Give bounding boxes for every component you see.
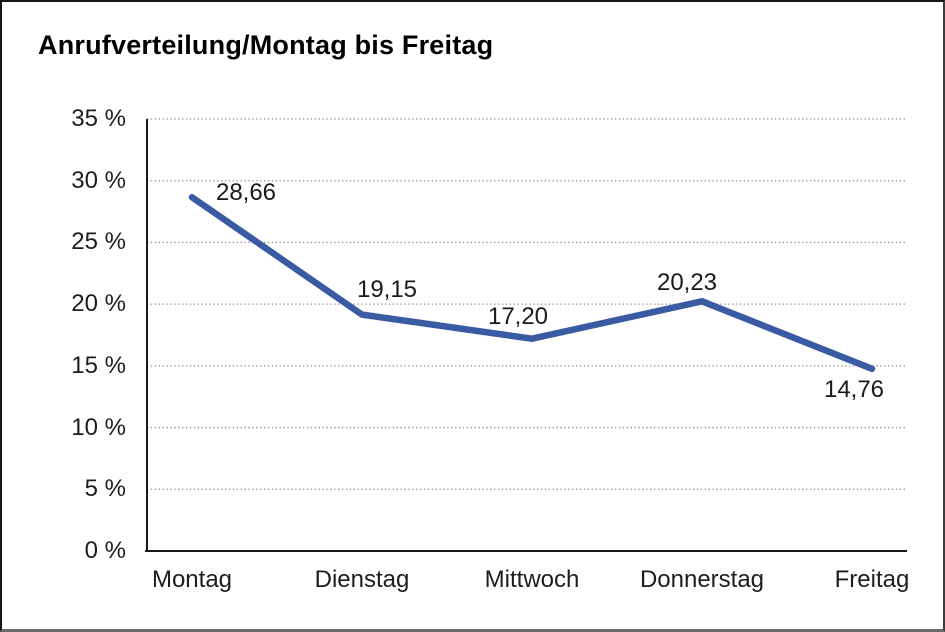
data-point-label: 14,76: [823, 375, 885, 403]
x-category-label: Mittwoch: [484, 566, 580, 593]
line-chart-plot: [145, 118, 907, 552]
y-tick-label: 20 %: [71, 290, 126, 318]
data-series-line: [188, 194, 876, 373]
y-tick-label: 15 %: [71, 351, 126, 379]
x-category-label: Montag: [151, 566, 233, 593]
y-tick-label: 25 %: [71, 228, 126, 256]
chart-title: Anrufverteilung/Montag bis Freitag: [38, 30, 494, 60]
x-category-label: Donnerstag: [639, 566, 765, 593]
data-point-label: 20,23: [656, 269, 718, 297]
y-tick-label: 35 %: [71, 105, 126, 132]
y-tick-label: 5 %: [84, 475, 126, 503]
x-category-label: Dienstag: [314, 566, 410, 593]
x-category-label: Freitag: [834, 566, 910, 593]
y-tick-label: 10 %: [71, 413, 126, 441]
data-point-label: 17,20: [487, 302, 549, 330]
y-tick-label: 30 %: [71, 166, 126, 194]
data-point-label: 28,66: [215, 179, 277, 207]
y-tick-label: 0 %: [84, 537, 126, 564]
data-point-label: 19,15: [356, 275, 418, 303]
